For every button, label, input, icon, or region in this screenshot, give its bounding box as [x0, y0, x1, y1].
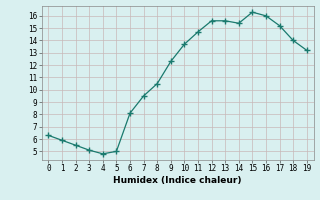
X-axis label: Humidex (Indice chaleur): Humidex (Indice chaleur) [113, 176, 242, 185]
